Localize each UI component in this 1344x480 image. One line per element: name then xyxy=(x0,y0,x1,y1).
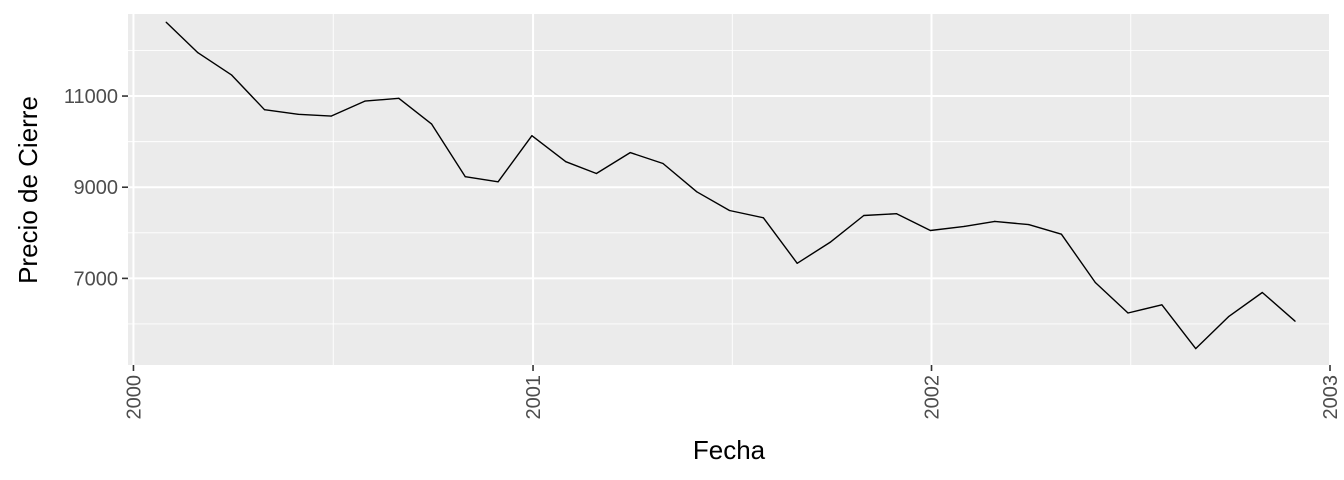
data-point xyxy=(1028,224,1030,226)
y-tick-label: 11000 xyxy=(64,86,118,108)
x-tick-label: 2003 xyxy=(1320,375,1342,420)
data-point xyxy=(762,217,765,219)
axis-ticks xyxy=(122,95,1331,371)
data-points xyxy=(165,21,1296,350)
data-point xyxy=(1161,304,1163,306)
plot-panel xyxy=(128,14,1330,365)
data-point xyxy=(197,52,199,54)
data-point xyxy=(263,109,266,111)
data-point xyxy=(1261,291,1263,294)
x-axis-title: Fecha xyxy=(693,435,766,465)
data-point xyxy=(796,262,798,264)
x-tick-label: 2001 xyxy=(523,375,545,420)
data-point xyxy=(231,74,233,76)
data-point xyxy=(929,229,932,232)
data-point xyxy=(829,241,831,243)
x-tick-labels: 2000 2001 2002 2003 xyxy=(123,375,1342,420)
data-point xyxy=(896,213,898,215)
data-point xyxy=(565,161,567,163)
data-point xyxy=(662,162,664,165)
y-tick-label: 7000 xyxy=(74,268,119,290)
y-tick-labels: 7000 9000 11000 xyxy=(64,86,118,290)
data-point xyxy=(297,113,299,115)
data-point xyxy=(1094,281,1096,284)
data-point xyxy=(728,209,731,212)
data-point xyxy=(994,220,996,222)
data-point xyxy=(863,214,865,217)
data-point xyxy=(1227,316,1230,318)
data-point xyxy=(330,115,332,117)
data-point xyxy=(629,152,631,154)
data-point xyxy=(430,123,433,125)
data-point xyxy=(1060,233,1062,235)
minor-gridlines xyxy=(128,14,1330,365)
y-axis-title: Precio de Cierre xyxy=(13,96,43,284)
data-point xyxy=(364,100,366,102)
data-point xyxy=(1195,348,1197,350)
x-tick-label: 2002 xyxy=(922,375,944,420)
x-tick-label: 2000 xyxy=(123,375,145,420)
data-point xyxy=(1294,320,1296,322)
data-point xyxy=(696,191,698,193)
data-point xyxy=(963,225,965,227)
data-point xyxy=(497,181,499,183)
data-point xyxy=(531,135,533,137)
data-point xyxy=(1127,312,1129,314)
data-point xyxy=(398,97,400,99)
y-tick-label: 9000 xyxy=(74,177,119,199)
data-point xyxy=(464,176,466,178)
data-point xyxy=(595,172,598,175)
major-gridlines xyxy=(128,14,1331,365)
data-point xyxy=(165,21,167,23)
